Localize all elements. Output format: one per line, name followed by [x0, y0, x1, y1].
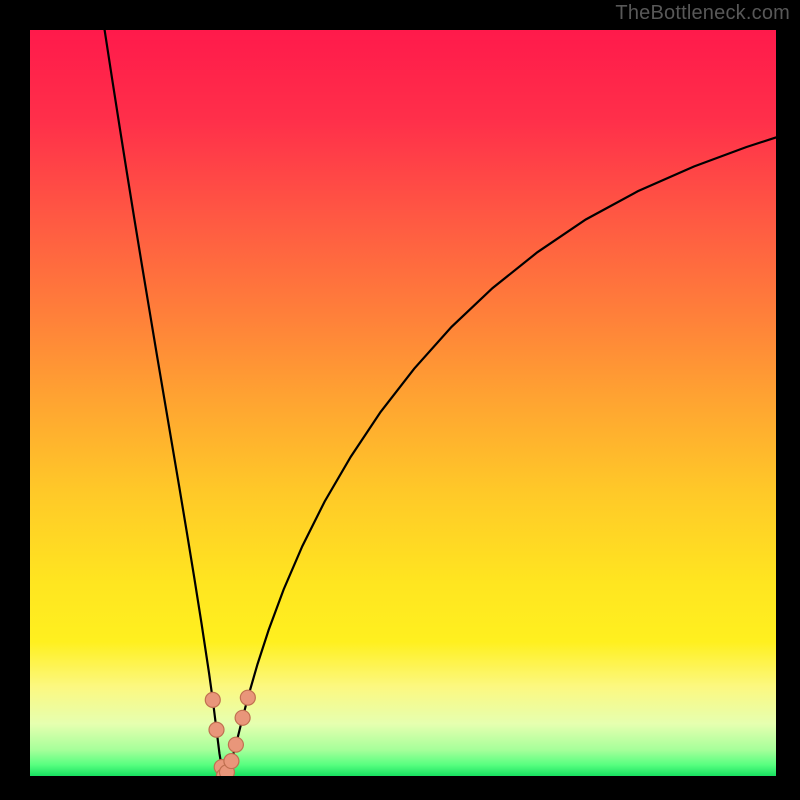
chart-stage: TheBottleneck.com	[0, 0, 800, 800]
plot-background	[30, 30, 776, 776]
marker-point	[240, 690, 255, 705]
marker-point	[224, 754, 239, 769]
marker-point	[235, 710, 250, 725]
marker-point	[209, 722, 224, 737]
plot-frame	[30, 30, 776, 776]
marker-point	[228, 737, 243, 752]
marker-point	[205, 692, 220, 707]
watermark-text: TheBottleneck.com	[615, 2, 790, 25]
plot-svg	[30, 30, 776, 776]
